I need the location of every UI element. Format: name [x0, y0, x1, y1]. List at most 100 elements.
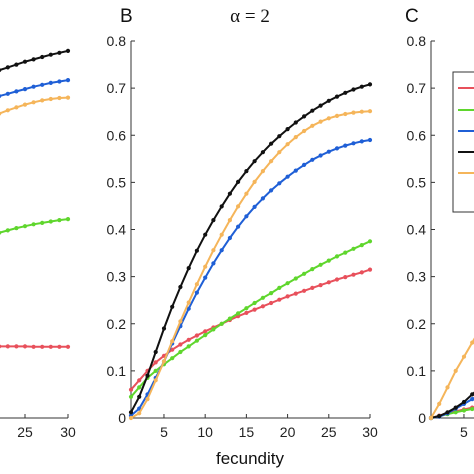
x-tick-label: 30 — [60, 424, 76, 440]
panel-b-series-4-point — [211, 248, 216, 253]
panel-b-series-2-point — [359, 139, 364, 144]
panel-b-series-2-point — [194, 290, 199, 295]
panel-a-series-4-point — [48, 96, 53, 102]
panel-b-series-3-point — [211, 218, 216, 223]
panel-a-series-3-point — [14, 62, 19, 67]
panel-a-series-1-point — [5, 228, 10, 233]
panel-a-series-4-point — [65, 95, 71, 100]
panel-a-series-0-point — [31, 344, 36, 349]
panel-a-series-3-point — [22, 59, 28, 64]
panel-b-series-3-point — [359, 84, 364, 89]
panel-b-series-3-point — [153, 349, 158, 355]
panel-b-series-3-point — [367, 82, 373, 87]
x-tick-label: 30 — [362, 424, 378, 440]
panel-a-series-0-point — [57, 344, 62, 349]
panel-b-series-3-point — [145, 373, 150, 378]
panel-b-series-0-point — [310, 285, 315, 290]
panel-b-series-1-point — [334, 254, 340, 259]
panel-b-title: α = 2 — [230, 6, 270, 27]
panel-b-series-1-point — [194, 338, 199, 343]
panel-c-series-3-point — [470, 392, 474, 397]
panel-b-series-0-point — [351, 272, 356, 277]
panel-b-series-2-point — [343, 143, 348, 148]
panel-a-series-2-point — [31, 84, 36, 89]
panel-a-series-4-point — [31, 100, 36, 105]
panel-c-letter: C — [405, 6, 419, 27]
panel-a-series-4-point — [14, 105, 19, 110]
y-tick-label: 0 — [118, 410, 126, 426]
panel-a-series-3-point — [65, 48, 71, 54]
panel-a-series-2-point — [48, 80, 53, 85]
panel-a-series-1-point — [0, 230, 2, 235]
panel-a-series-3-point — [5, 65, 10, 70]
panel-c-series-4-point — [445, 385, 450, 390]
panel-b-series-2-point — [211, 261, 216, 266]
panel-c-legend-box — [452, 71, 474, 213]
x-tick-label: 25 — [17, 424, 33, 440]
panel-b-series-0-point — [343, 275, 348, 280]
panel-b-series-0-point — [367, 267, 373, 272]
panel-b-series-1-point — [269, 291, 274, 296]
y-tick-label: 0.6 — [107, 127, 127, 143]
panel-b-series-1-point — [367, 239, 373, 244]
panel-b-series-1-point — [318, 262, 323, 267]
x-tick-label: 5 — [160, 424, 168, 440]
panel-b-series-3-point — [318, 103, 323, 108]
panel-b-series-3-point — [178, 284, 183, 290]
panel-b-series-2-point — [285, 174, 290, 179]
panel-b-series-3-point — [334, 94, 340, 99]
panel-b-series-1-point — [302, 271, 307, 276]
panel-a-series-1-point — [22, 224, 28, 229]
panel-b-series-0-point — [153, 360, 158, 365]
y-tick-label: 0.2 — [407, 316, 427, 332]
panel-b-series-3-point — [137, 394, 142, 399]
panel-b-series-4-point — [334, 113, 340, 118]
panel-b-series-3-point — [227, 191, 232, 196]
panel-b-series-1-point — [211, 327, 216, 332]
panel-b-series-1-point — [219, 321, 224, 326]
panel-c-series-1-point — [470, 406, 474, 412]
panel-c-legend — [458, 87, 474, 174]
panel-a-series-0-point — [48, 344, 53, 349]
panel-b-series-2-point — [302, 162, 307, 167]
panel-b-series-4-point — [310, 123, 315, 128]
panel-b-series-1-point — [236, 311, 241, 316]
panel-b-series-3-point — [236, 179, 241, 184]
panel-b-series-1-point — [137, 385, 142, 390]
panel-a-series-2-point — [22, 87, 28, 92]
panel-b-series-3-point — [128, 410, 134, 415]
panel-c-series-4-point — [428, 415, 434, 421]
panel-b-series-3-point — [252, 159, 257, 164]
panel-a-series-1-line — [0, 218, 69, 234]
panel-b-series-0-point — [318, 283, 323, 288]
panel-b-series-2-point — [334, 146, 340, 151]
panel-b-series-3-point — [302, 114, 307, 119]
panel-b-series-3-point — [277, 134, 282, 139]
panel-b-series-1-point — [252, 300, 257, 306]
panel-b-series-2-point — [367, 137, 373, 143]
panel-a-series-1-point — [14, 226, 19, 231]
panel-a-series-3-point — [40, 54, 45, 60]
panel-a-series-1-point — [48, 219, 53, 224]
panel-b-series-4-point — [178, 319, 183, 324]
y-tick-label: 0.1 — [407, 363, 427, 379]
panel-c-x-ticks: 5 — [460, 414, 468, 440]
x-tick-label: 20 — [280, 424, 296, 440]
panel-b-series-0-point — [302, 288, 307, 293]
panel-a-series-1-point — [40, 220, 45, 225]
panel-b-series-2-point — [293, 168, 298, 173]
panel-b-series-4-point — [219, 232, 224, 237]
panel-b-series-4-point — [128, 415, 134, 421]
x-tick-label: 15 — [239, 424, 255, 440]
panel-b-series-3-point — [161, 326, 167, 331]
panel-b-series-3-point — [269, 141, 274, 146]
panel-b-series-4-point — [277, 150, 282, 155]
panel-b-series-1-point — [351, 246, 356, 251]
panel-b-series-0-point — [285, 294, 290, 299]
panel-c-series-3-point — [453, 405, 458, 410]
panel-b-series-0-point — [128, 387, 134, 392]
panel-b-series-0-point — [359, 270, 364, 275]
panel-a-series-2-point — [0, 94, 2, 99]
x-tick-label: 5 — [460, 424, 468, 440]
